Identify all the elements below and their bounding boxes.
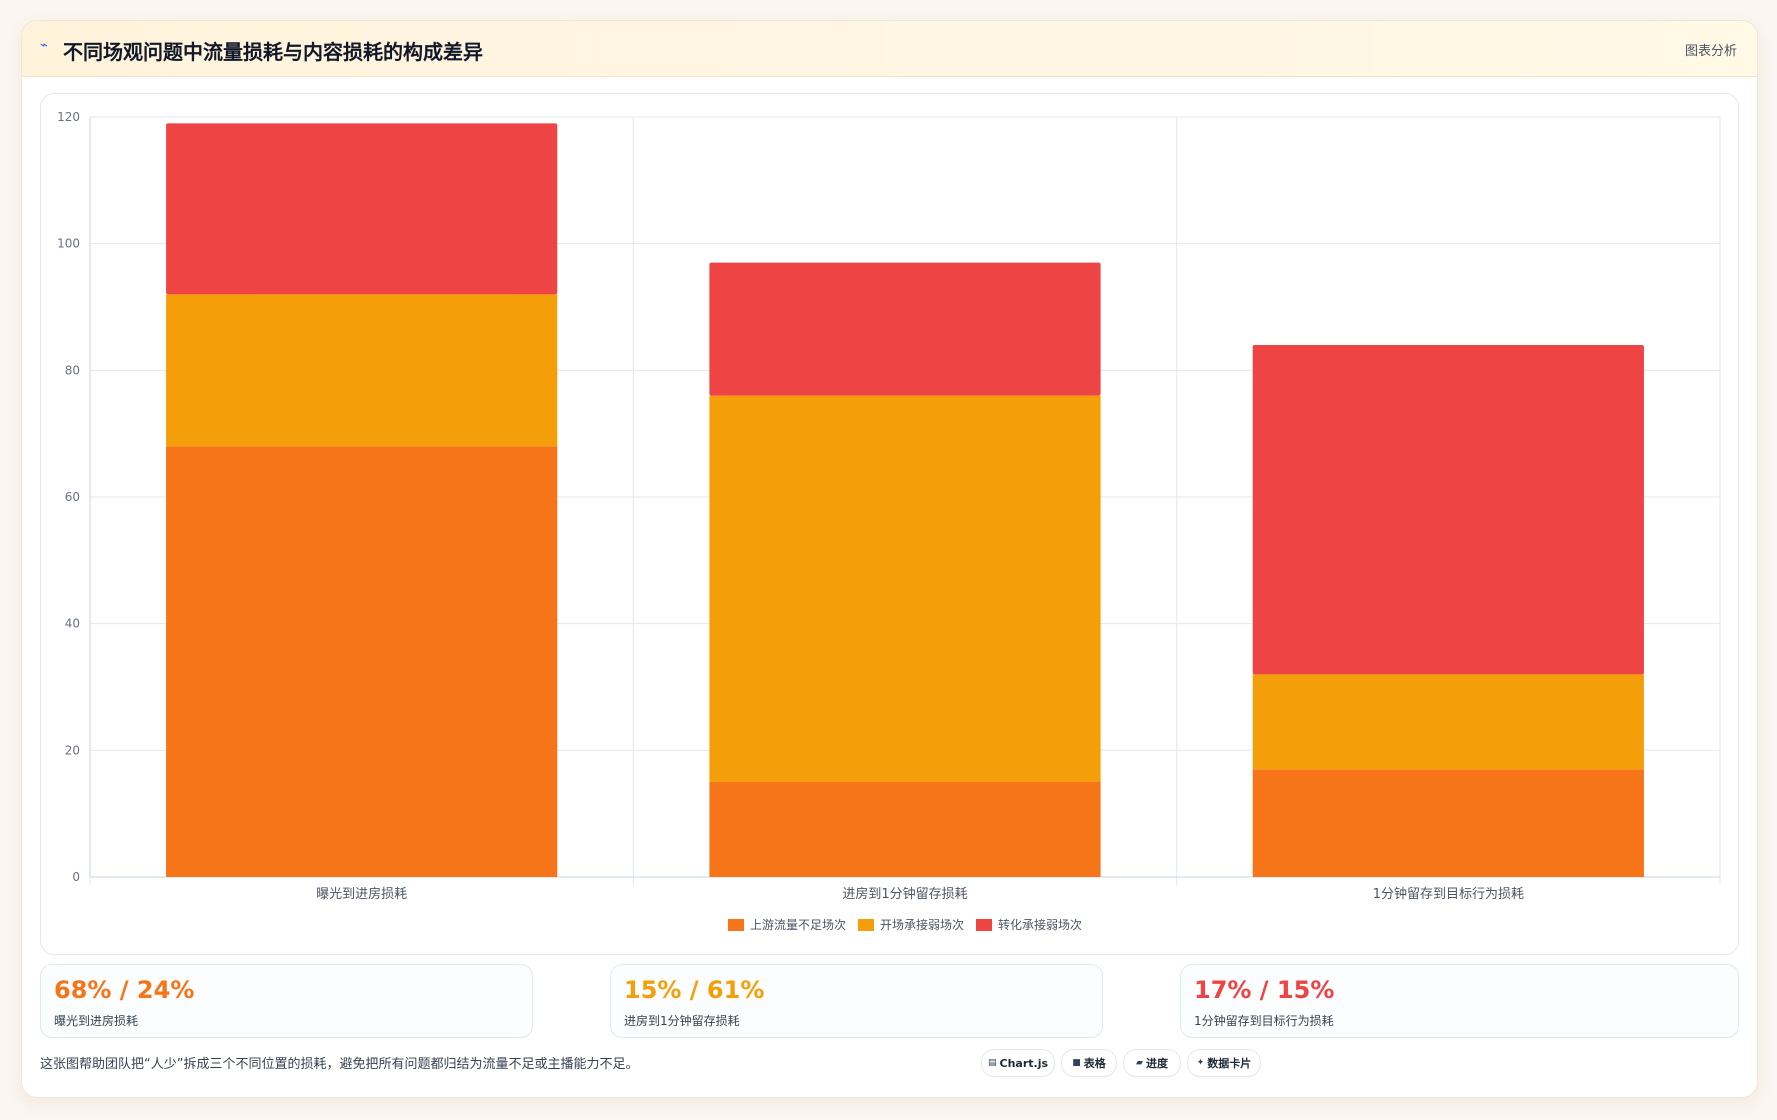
y-tick-label: 100 bbox=[57, 237, 80, 251]
stat-value: 68% / 24% bbox=[54, 976, 195, 1004]
bar-segment bbox=[1252, 769, 1644, 877]
bar-segment bbox=[1252, 345, 1644, 675]
card-header: ⌁ 不同场观问题中流量损耗与内容损耗的构成差异 图表分析 bbox=[22, 21, 1757, 77]
data-card-badge[interactable]: ✦ 数据卡片 bbox=[1187, 1049, 1261, 1077]
chart-panel: 0 20 40 60 80 100 120 曝光到进房损耗 进房到1分钟留存损耗 1分钟留存到目标… bbox=[40, 93, 1739, 955]
badge-label: Chart.js bbox=[999, 1056, 1049, 1070]
x-tick-label: 进房到1分钟留存损耗 bbox=[842, 886, 967, 902]
stat-card-retention: 15% / 61% 进房到1分钟留存损耗 bbox=[610, 964, 1103, 1038]
bar-segment bbox=[709, 262, 1101, 396]
y-tick-label: 80 bbox=[65, 363, 80, 377]
chart-analysis-tag: 图表分析 bbox=[1684, 44, 1737, 59]
y-tick-label: 0 bbox=[72, 870, 80, 884]
stat-label: 曝光到进房损耗 bbox=[54, 1014, 139, 1028]
chart-icon: ▤ bbox=[987, 1058, 997, 1068]
x-tick-label: 1分钟留存到目标行为损耗 bbox=[1373, 886, 1524, 902]
y-tick-label: 60 bbox=[65, 490, 80, 504]
page-title: 不同场观问题中流量损耗与内容损耗的构成差异 bbox=[63, 40, 483, 64]
legend-swatch bbox=[976, 919, 992, 931]
badge-label: 表格 bbox=[1083, 1057, 1106, 1070]
legend-swatch bbox=[858, 919, 874, 931]
bar-segment bbox=[166, 446, 558, 877]
stat-label: 进房到1分钟留存损耗 bbox=[624, 1014, 740, 1028]
x-tick-label: 曝光到进房损耗 bbox=[316, 886, 407, 902]
stat-value: 17% / 15% bbox=[1194, 976, 1335, 1004]
stat-label: 1分钟留存到目标行为损耗 bbox=[1194, 1014, 1334, 1028]
stat-value: 15% / 61% bbox=[624, 976, 765, 1004]
bar-segment bbox=[166, 123, 558, 295]
stat-card-conversion: 17% / 15% 1分钟留存到目标行为损耗 bbox=[1180, 964, 1739, 1038]
table-badge[interactable]: ■ 表格 bbox=[1061, 1049, 1117, 1077]
chart-line-icon: ⌁ bbox=[40, 38, 48, 53]
progress-icon: ▰ bbox=[1136, 1058, 1143, 1068]
table-icon: ■ bbox=[1072, 1058, 1081, 1068]
progress-badge[interactable]: ▰ 进度 bbox=[1123, 1049, 1181, 1077]
bar-segment bbox=[709, 395, 1101, 782]
bar-segment bbox=[166, 294, 558, 447]
legend-label: 转化承接弱场次 bbox=[998, 917, 1082, 932]
badge-label: 数据卡片 bbox=[1207, 1057, 1252, 1070]
legend-label: 上游流量不足场次 bbox=[750, 918, 846, 932]
y-tick-label: 40 bbox=[65, 617, 80, 631]
footer-note: 这张图帮助团队把“人少”拆成三个不同位置的损耗，避免把所有问题都归结为流量不足或… bbox=[40, 1057, 639, 1072]
bar-segment bbox=[1252, 674, 1644, 770]
stacked-bar-chart: 0 20 40 60 80 100 120 曝光到进房损耗 进房到1分钟留存损耗 1分钟留存到目标… bbox=[57, 110, 1721, 932]
sparkle-icon: ✦ bbox=[1196, 1058, 1205, 1068]
legend-swatch bbox=[728, 919, 744, 931]
bar-segment bbox=[709, 782, 1101, 877]
chart-card: ⌁ 不同场观问题中流量损耗与内容损耗的构成差异 图表分析 0 20 40 60 80 10… bbox=[21, 20, 1758, 1098]
y-tick-label: 120 bbox=[57, 110, 80, 124]
stat-card-exposure: 68% / 24% 曝光到进房损耗 bbox=[40, 964, 533, 1038]
chartjs-badge[interactable]: ▤ Chart.js bbox=[981, 1049, 1055, 1077]
badge-label: 进度 bbox=[1145, 1057, 1168, 1070]
y-tick-label: 20 bbox=[65, 743, 80, 757]
legend-label: 开场承接弱场次 bbox=[880, 917, 964, 932]
